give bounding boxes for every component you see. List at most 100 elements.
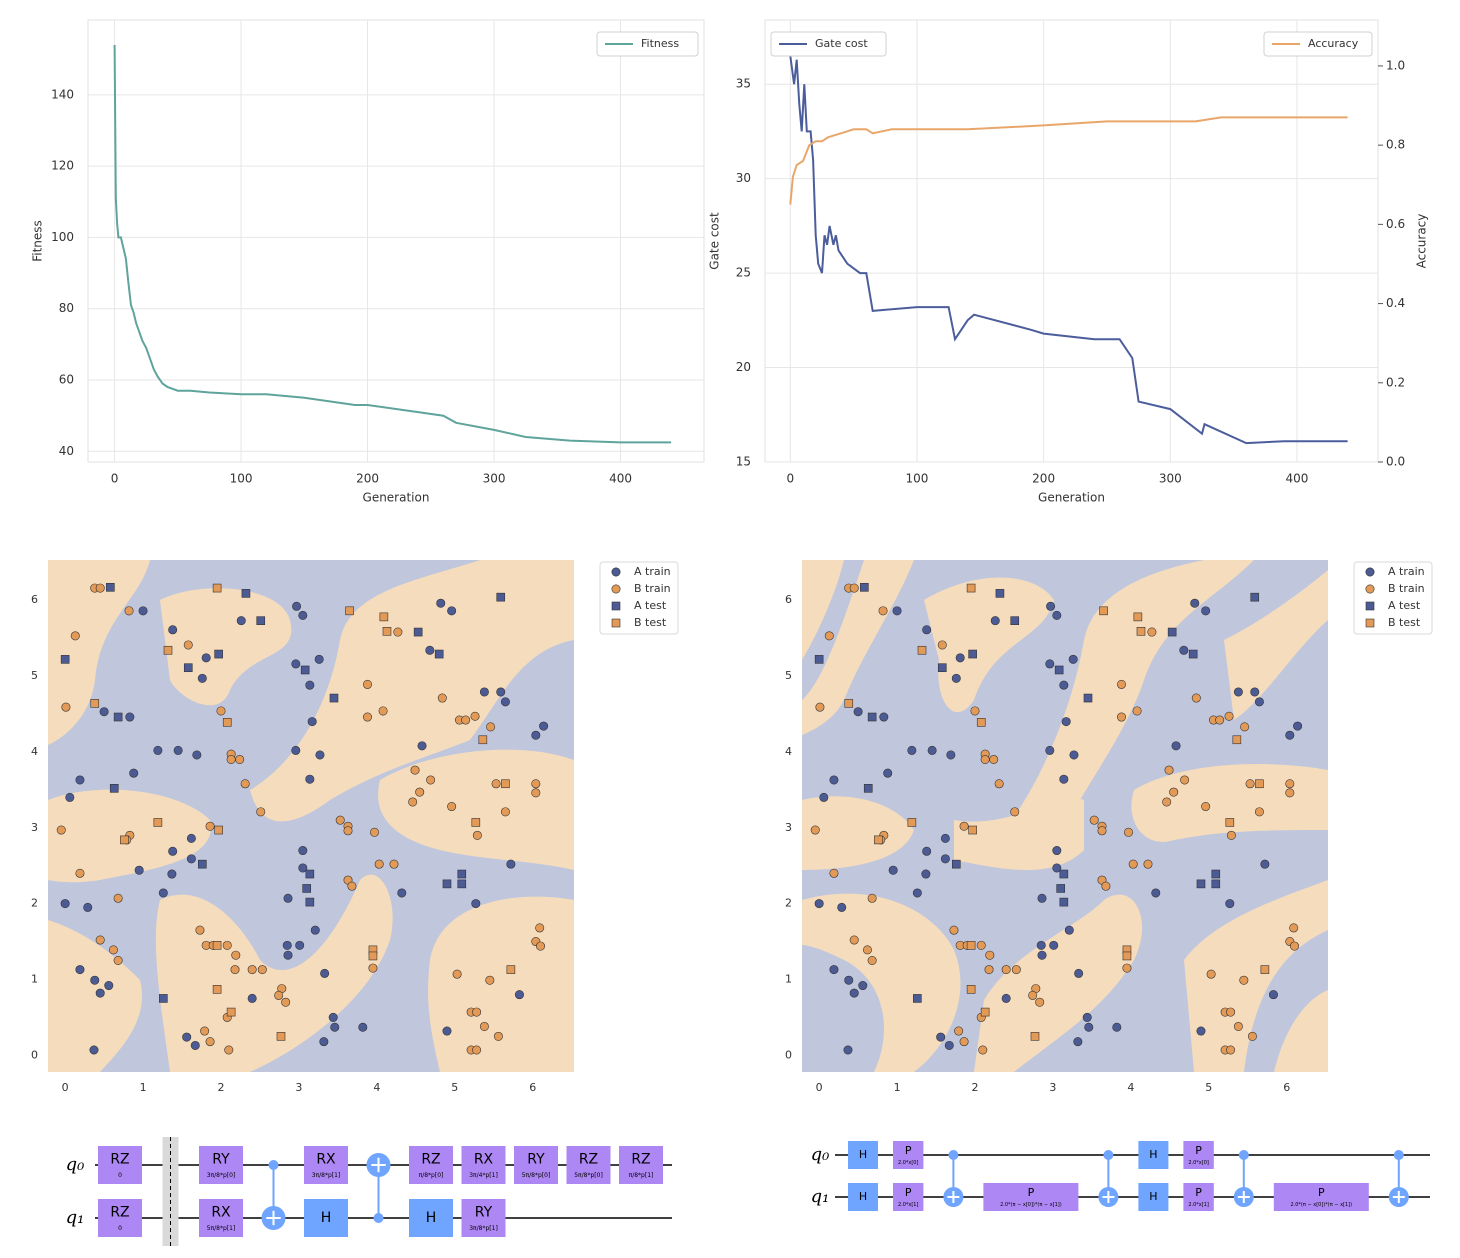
point	[966, 941, 976, 950]
point	[314, 654, 324, 664]
point	[1247, 1031, 1257, 1041]
x-tick-label: 6	[529, 1081, 536, 1094]
point	[922, 846, 932, 856]
point	[362, 712, 372, 722]
point	[1045, 745, 1055, 755]
x-tick-label: 400	[1285, 472, 1308, 486]
point	[1233, 687, 1243, 697]
y-tick-label: 140	[51, 87, 74, 101]
legend-label: B train	[634, 582, 671, 595]
point	[212, 583, 222, 593]
point	[60, 655, 70, 664]
point	[1201, 606, 1211, 616]
legend-box	[770, 31, 887, 57]
gate-param: 2.0*x[1]	[1188, 1202, 1209, 1208]
region-b	[250, 560, 574, 822]
point	[849, 583, 859, 593]
point	[1254, 697, 1264, 707]
point	[531, 779, 541, 789]
point	[230, 965, 240, 975]
point	[205, 821, 215, 831]
point	[226, 754, 236, 764]
x-tick-label: 2	[971, 1081, 978, 1094]
point	[858, 981, 868, 991]
point	[815, 702, 825, 712]
point	[976, 940, 986, 950]
point	[878, 606, 888, 616]
point	[1049, 940, 1059, 950]
legend-label: B test	[1388, 616, 1421, 629]
legend-marker	[1365, 567, 1375, 577]
gate-param: 3π/8*p[1]	[469, 1225, 498, 1232]
x-tick-label: 300	[483, 472, 506, 486]
point	[472, 830, 482, 840]
point	[201, 653, 211, 663]
point	[1245, 779, 1255, 789]
point	[1097, 826, 1107, 836]
point	[305, 869, 315, 879]
point	[75, 775, 85, 785]
point	[70, 631, 80, 641]
gate-param: 3π/8*p[1]	[312, 1172, 341, 1179]
point	[452, 969, 462, 979]
point	[829, 775, 839, 785]
point	[1167, 627, 1177, 637]
point	[183, 663, 193, 673]
point	[113, 955, 123, 965]
decision-regions	[802, 560, 1328, 1072]
gate	[514, 1146, 558, 1184]
point	[298, 610, 308, 620]
point	[1035, 997, 1045, 1007]
point	[966, 583, 976, 593]
gate-param: π/8*p[1]	[629, 1172, 654, 1179]
point	[1226, 1007, 1236, 1017]
legend-marker	[1365, 601, 1375, 611]
point	[408, 797, 418, 807]
y2-tick-label: 0.2	[1386, 375, 1405, 389]
point	[1073, 1037, 1083, 1047]
legend-marker	[611, 584, 621, 594]
point	[305, 774, 315, 784]
point	[1151, 888, 1161, 898]
point	[1030, 1032, 1040, 1041]
point	[168, 846, 178, 856]
cnot-control	[1103, 1150, 1114, 1160]
legend-label: A train	[1388, 565, 1425, 578]
gate-label: H	[859, 1190, 867, 1203]
point	[860, 583, 869, 592]
point	[370, 827, 380, 837]
point	[319, 1037, 329, 1047]
point	[436, 598, 446, 608]
point	[158, 888, 168, 898]
point	[389, 859, 399, 869]
point	[298, 863, 308, 873]
point	[535, 941, 545, 951]
point	[231, 950, 241, 960]
point	[1045, 659, 1055, 669]
barrier	[162, 1137, 179, 1246]
region-b	[1224, 570, 1328, 720]
point	[1010, 616, 1020, 625]
point	[535, 923, 545, 933]
point	[167, 869, 177, 879]
point	[1056, 884, 1066, 893]
point	[256, 807, 266, 817]
point	[867, 893, 877, 903]
point	[491, 779, 501, 789]
point	[1225, 899, 1235, 909]
point	[1046, 601, 1056, 611]
region-b	[802, 560, 914, 735]
point	[922, 625, 932, 635]
point	[479, 687, 489, 697]
point	[83, 902, 93, 912]
point	[940, 833, 950, 843]
point	[1254, 807, 1264, 817]
gate-param: 3π/4*p[1]	[469, 1172, 498, 1179]
point	[990, 616, 1000, 626]
point	[95, 935, 105, 945]
point	[1054, 665, 1064, 675]
point	[944, 1040, 954, 1050]
point	[186, 833, 196, 843]
point	[374, 859, 384, 869]
